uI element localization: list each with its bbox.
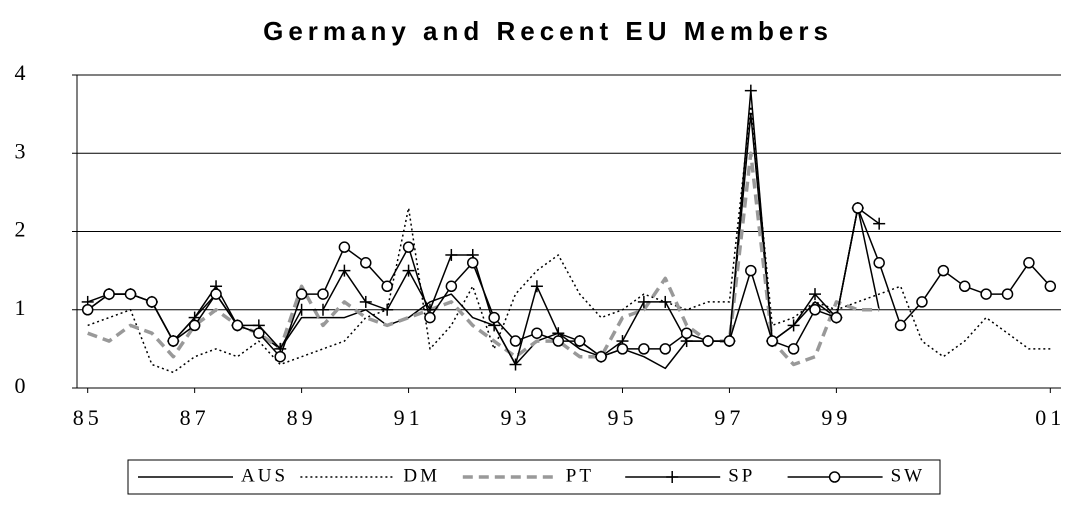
marker bbox=[445, 280, 458, 293]
x-tick-label: 87 bbox=[180, 405, 210, 430]
marker bbox=[552, 335, 565, 347]
marker bbox=[359, 295, 372, 308]
marker bbox=[231, 319, 244, 332]
x-tick-label: 91 bbox=[394, 405, 424, 430]
legend-label: AUS bbox=[241, 465, 288, 486]
marker bbox=[573, 335, 586, 347]
x-tick-label: 85 bbox=[73, 405, 103, 430]
x-tick-label: 89 bbox=[287, 405, 317, 430]
marker bbox=[295, 303, 308, 316]
marker bbox=[873, 217, 886, 230]
y-tick-label: 2 bbox=[15, 217, 30, 242]
series-line bbox=[87, 105, 1051, 374]
chart-title: Germany and Recent EU Members bbox=[263, 16, 833, 46]
marker bbox=[787, 343, 800, 355]
marker bbox=[402, 241, 415, 253]
marker bbox=[360, 257, 372, 269]
legend-label: DM bbox=[403, 465, 440, 486]
marker bbox=[381, 303, 394, 316]
marker bbox=[680, 327, 693, 339]
marker bbox=[124, 288, 137, 300]
marker bbox=[809, 288, 821, 301]
marker bbox=[253, 327, 265, 339]
marker bbox=[659, 343, 672, 355]
legend-label: SP bbox=[728, 465, 755, 486]
legend-label: SW bbox=[891, 465, 926, 486]
marker bbox=[274, 350, 286, 363]
marker bbox=[980, 288, 992, 300]
marker bbox=[830, 311, 843, 324]
y-tick-label: 0 bbox=[15, 373, 30, 398]
marker bbox=[1001, 288, 1014, 300]
x-tick-label: 97 bbox=[714, 405, 744, 430]
marker bbox=[317, 303, 329, 316]
marker bbox=[530, 280, 543, 293]
marker bbox=[210, 288, 222, 300]
marker bbox=[1023, 257, 1035, 269]
marker bbox=[317, 288, 329, 300]
marker bbox=[744, 84, 757, 97]
legend-label: PT bbox=[566, 465, 594, 486]
marker bbox=[638, 343, 650, 355]
marker bbox=[958, 280, 971, 293]
marker bbox=[894, 319, 907, 332]
marker bbox=[531, 327, 543, 339]
x-tick-label: 95 bbox=[607, 405, 637, 430]
series-line bbox=[87, 151, 880, 367]
marker bbox=[167, 335, 180, 347]
marker bbox=[402, 264, 415, 277]
marker bbox=[873, 257, 885, 269]
marker bbox=[509, 335, 522, 347]
marker bbox=[723, 335, 736, 347]
x-tick-label: 01 bbox=[1035, 405, 1065, 430]
marker bbox=[659, 295, 672, 308]
y-tick-label: 4 bbox=[15, 60, 30, 85]
marker bbox=[828, 471, 841, 483]
marker bbox=[188, 319, 201, 332]
marker bbox=[616, 343, 629, 355]
marker bbox=[466, 257, 479, 269]
marker bbox=[666, 471, 679, 483]
marker bbox=[595, 350, 607, 363]
marker bbox=[937, 264, 950, 277]
marker bbox=[1044, 280, 1057, 293]
marker bbox=[81, 304, 94, 316]
series-line bbox=[87, 207, 1051, 358]
marker bbox=[445, 248, 458, 261]
marker bbox=[424, 311, 436, 324]
marker bbox=[295, 288, 308, 300]
marker bbox=[787, 319, 800, 332]
marker bbox=[509, 358, 522, 371]
marker bbox=[103, 288, 115, 300]
marker bbox=[916, 296, 928, 308]
x-tick-label: 99 bbox=[821, 405, 851, 430]
y-tick-label: 1 bbox=[15, 295, 30, 320]
marker bbox=[146, 296, 158, 308]
marker bbox=[488, 311, 500, 324]
marker bbox=[809, 304, 821, 316]
marker bbox=[745, 264, 757, 277]
marker bbox=[637, 295, 650, 308]
marker bbox=[702, 335, 714, 347]
marker bbox=[338, 264, 351, 277]
series-line bbox=[87, 113, 880, 370]
marker bbox=[852, 202, 864, 214]
x-tick-label: 93 bbox=[501, 405, 531, 430]
marker bbox=[338, 241, 351, 253]
marker bbox=[766, 335, 778, 347]
y-tick-label: 3 bbox=[15, 138, 30, 163]
marker bbox=[381, 280, 393, 293]
